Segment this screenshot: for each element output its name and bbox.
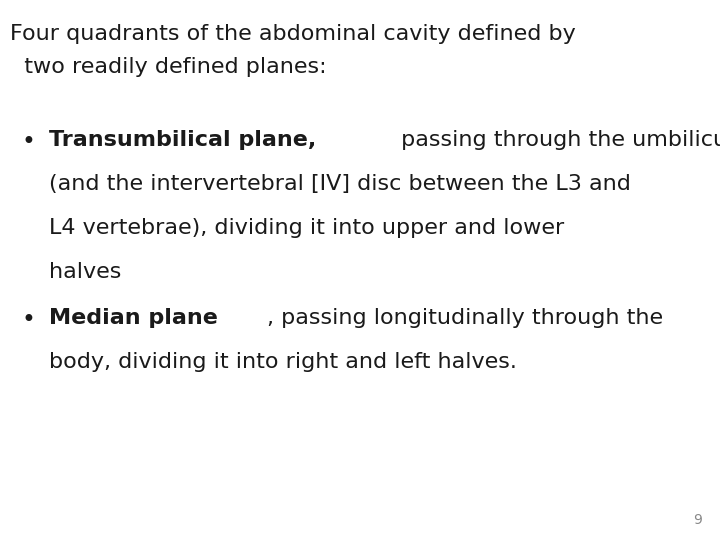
Text: L4 vertebrae), dividing it into upper and lower: L4 vertebrae), dividing it into upper an… xyxy=(49,218,564,238)
Text: Median plane: Median plane xyxy=(49,308,218,328)
Text: body, dividing it into right and left halves.: body, dividing it into right and left ha… xyxy=(49,352,517,372)
Text: 9: 9 xyxy=(693,512,702,526)
Text: two readily defined planes:: two readily defined planes: xyxy=(10,57,327,77)
Text: Transumbilical plane,: Transumbilical plane, xyxy=(49,130,316,150)
Text: , passing longitudinally through the: , passing longitudinally through the xyxy=(267,308,663,328)
Text: Four quadrants of the abdominal cavity defined by: Four quadrants of the abdominal cavity d… xyxy=(10,24,576,44)
Text: •: • xyxy=(22,308,35,332)
Text: passing through the umbilicus: passing through the umbilicus xyxy=(394,130,720,150)
Text: (and the intervertebral [IV] disc between the L3 and: (and the intervertebral [IV] disc betwee… xyxy=(49,174,631,194)
Text: halves: halves xyxy=(49,262,122,282)
Text: •: • xyxy=(22,130,35,153)
